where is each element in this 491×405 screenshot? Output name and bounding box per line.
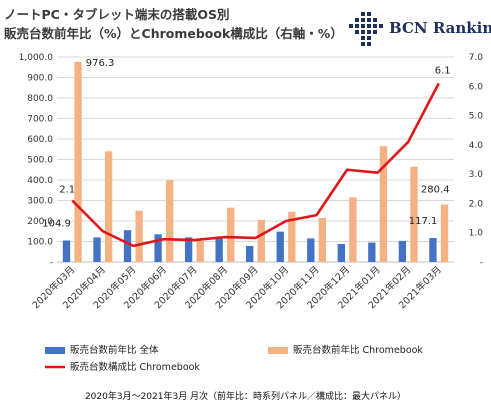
legend-label: 販売台数前年比 Chromebook bbox=[293, 344, 423, 356]
y-left-tick-label: 300.0 bbox=[27, 197, 53, 207]
bar-total bbox=[337, 243, 345, 262]
bar-chromebook bbox=[318, 217, 327, 262]
y-axis-right: - 1.0 2.0 3.0 4.0 5.0 6.0 7.0 bbox=[469, 53, 484, 268]
legend-label: 販売台数前年比 全体 bbox=[70, 344, 159, 356]
y-right-tick-label: 3.0 bbox=[469, 170, 484, 180]
y-right-tick-label: 1.0 bbox=[469, 229, 484, 239]
x-axis: 2020年03月2020年04月2020年05月2020年06月2020年07月… bbox=[30, 264, 444, 312]
bar-chromebook bbox=[135, 210, 143, 262]
legend-swatch bbox=[268, 347, 288, 354]
legend-swatch bbox=[45, 347, 65, 354]
bcn-grid-logo-icon bbox=[349, 12, 383, 46]
bar-total bbox=[246, 246, 254, 262]
data-label: 104.9 bbox=[42, 218, 71, 229]
line-chromebook-share bbox=[71, 82, 440, 248]
y-left-tick-label: 600.0 bbox=[27, 135, 53, 145]
y-left-tick-label: 1,000.0 bbox=[19, 53, 54, 63]
bar-total bbox=[276, 231, 284, 262]
bars bbox=[62, 61, 449, 262]
bar-total bbox=[429, 237, 437, 262]
line-series bbox=[71, 82, 440, 248]
bar-chromebook bbox=[410, 166, 418, 262]
y-right-tick-label: 6.0 bbox=[469, 82, 484, 92]
bar-chromebook bbox=[227, 207, 235, 262]
legend: 販売台数前年比 全体 販売台数前年比 Chromebook 販売台数構成比 Chro… bbox=[45, 344, 423, 373]
bar-chromebook bbox=[196, 240, 204, 262]
bar-chromebook bbox=[288, 211, 296, 262]
bar-total bbox=[215, 236, 223, 262]
legend-label: 販売台数構成比 Chromebook bbox=[70, 361, 200, 373]
logo-text: BCN Ranking bbox=[389, 19, 491, 37]
bcn-ranking-logo: BCN Ranking bbox=[349, 11, 491, 47]
bar-total bbox=[123, 230, 132, 262]
bar-chromebook bbox=[166, 180, 174, 262]
y-left-tick-label: 200.0 bbox=[27, 217, 53, 227]
bar-chromebook bbox=[104, 151, 113, 262]
data-labels: 976.3 104.9 2.1 280.4 117.1 6.1 bbox=[42, 58, 450, 230]
y-right-tick-label: 2.0 bbox=[469, 199, 484, 209]
data-label: 117.1 bbox=[409, 216, 438, 227]
bar-chromebook bbox=[379, 146, 388, 262]
bar-chromebook bbox=[74, 61, 82, 262]
bar-total bbox=[62, 240, 71, 262]
bar-chromebook bbox=[257, 219, 265, 262]
y-left-tick-label: 800.0 bbox=[27, 94, 53, 104]
y-axis-left: - 100.0 200.0 300.0 400.0 500.0 600.0 700.0 800.… bbox=[19, 53, 54, 268]
y-left-tick-label: 100.0 bbox=[27, 238, 53, 248]
y-right-tick-label: 7.0 bbox=[469, 53, 484, 63]
y-left-tick-label: 900.0 bbox=[27, 74, 53, 84]
bar-total bbox=[93, 237, 101, 262]
bar-total bbox=[307, 238, 315, 262]
bar-total bbox=[184, 237, 193, 262]
y-right-tick-label: 4.0 bbox=[469, 141, 484, 151]
data-label: 6.1 bbox=[435, 65, 451, 76]
bar-total bbox=[368, 242, 376, 262]
data-label: 976.3 bbox=[86, 58, 115, 69]
bar-total bbox=[154, 234, 162, 262]
y-left-tick-label: 700.0 bbox=[27, 115, 53, 125]
gridlines bbox=[57, 56, 454, 263]
y-left-tick-label: 500.0 bbox=[27, 156, 53, 166]
y-right-tick-label: 5.0 bbox=[469, 112, 484, 122]
y-left-tick-label: - bbox=[50, 258, 53, 268]
chart-title-line2: 販売台数前年比（%）とChromebook構成比（右軸・%） bbox=[4, 26, 343, 41]
y-left-tick-label: 400.0 bbox=[27, 176, 53, 186]
data-label: 2.1 bbox=[59, 185, 75, 196]
bar-chromebook bbox=[349, 197, 357, 262]
chart-title-line1: ノートPC・タブレット端末の搭載OS別 bbox=[4, 7, 230, 22]
chart-area: - 100.0 200.0 300.0 400.0 500.0 600.0 700.0 800.… bbox=[19, 53, 484, 373]
bar-total bbox=[398, 240, 407, 262]
footnote-caption: 2020年3月～2021年3月 月次（前年比：時系列パネル／構成比：最大パネル） bbox=[84, 392, 407, 402]
data-label: 280.4 bbox=[421, 185, 450, 196]
y-right-tick-label: - bbox=[480, 258, 483, 268]
bar-chromebook bbox=[440, 204, 449, 262]
